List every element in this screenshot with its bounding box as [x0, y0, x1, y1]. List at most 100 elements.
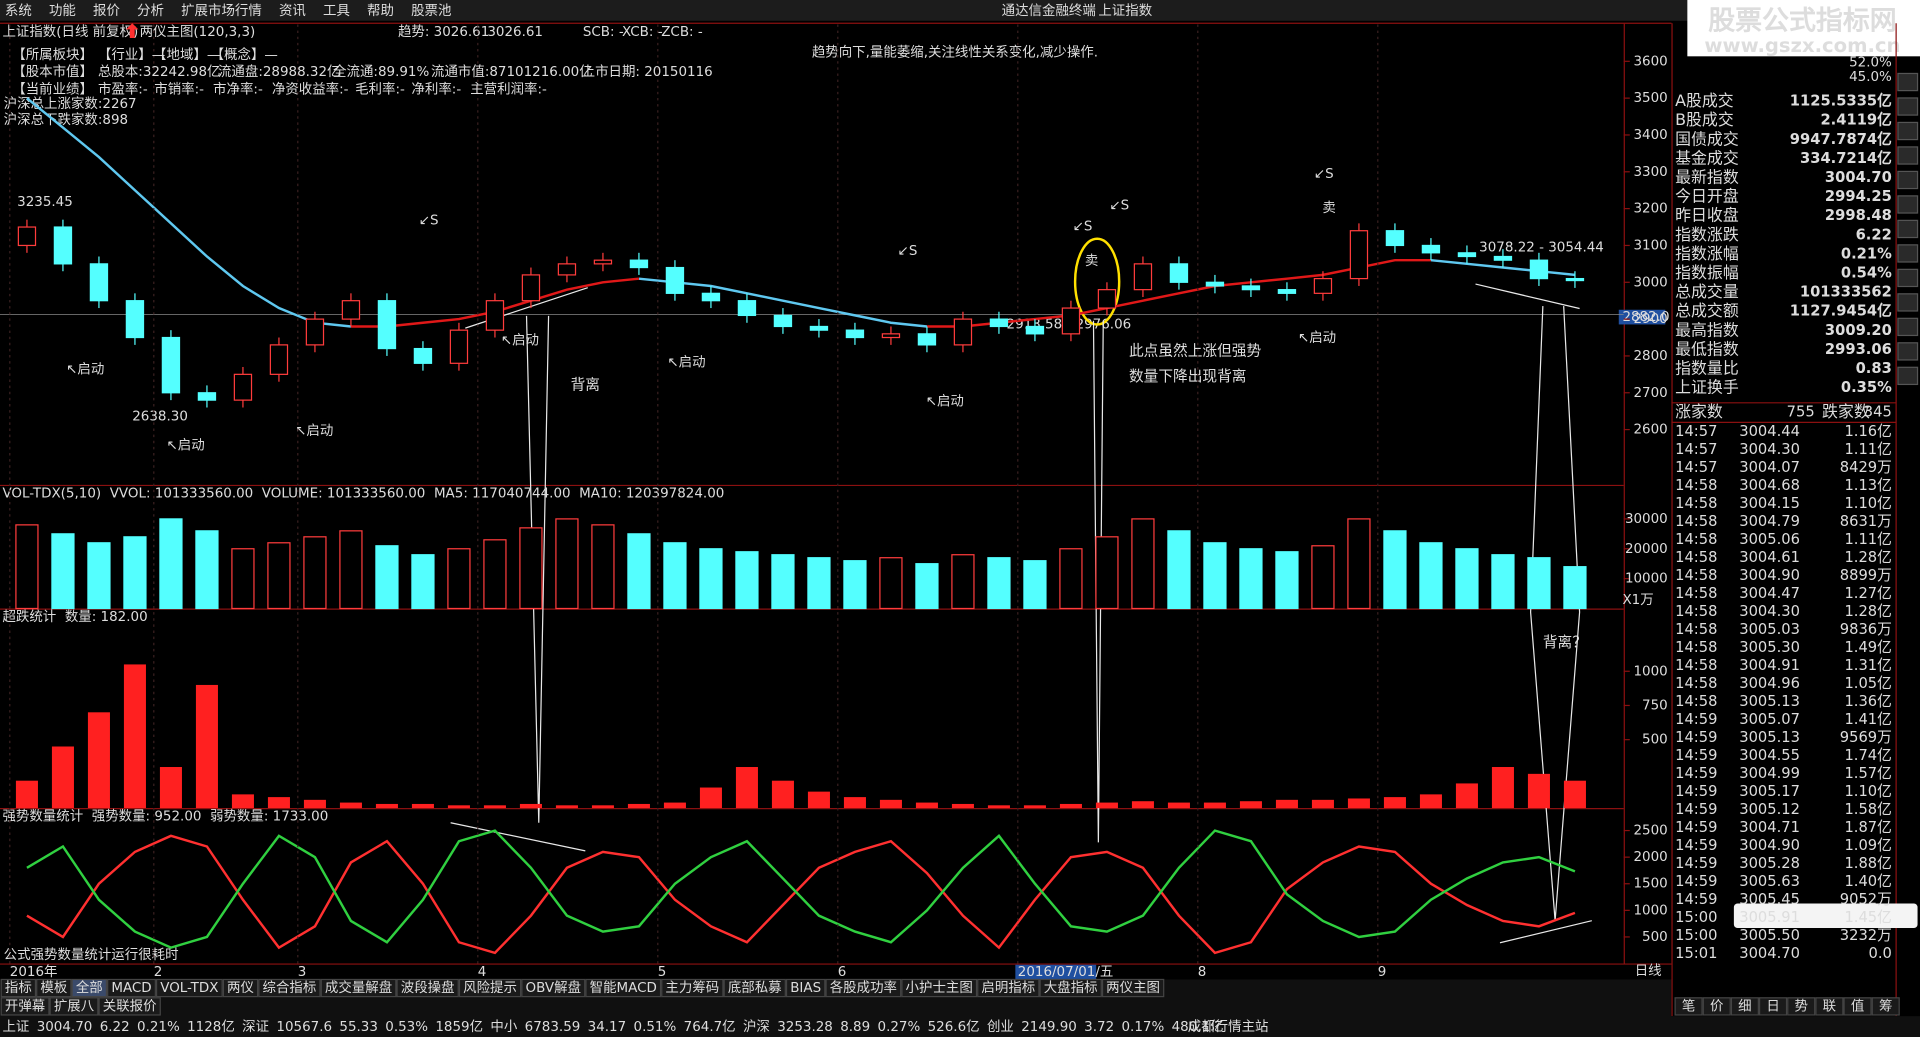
menu-item[interactable]: 系统: [5, 3, 32, 19]
tab[interactable]: 全部: [76, 979, 103, 996]
panel-tab-box[interactable]: [1674, 997, 1703, 1016]
tab[interactable]: 启明指标: [981, 980, 1035, 996]
status-item: 1859亿: [435, 1019, 483, 1035]
tab-box[interactable]: [36, 978, 72, 998]
tab-box[interactable]: [825, 978, 902, 998]
tab[interactable]: 指标: [5, 980, 32, 996]
tab-box[interactable]: [1039, 978, 1102, 998]
tab-box[interactable]: [49, 997, 99, 1016]
tab-box[interactable]: [521, 978, 586, 998]
tab[interactable]: BIAS: [790, 981, 821, 996]
security-title: 上证指数: [1098, 3, 1152, 19]
tab-box[interactable]: [107, 978, 156, 998]
volume-bar: [1311, 545, 1335, 610]
tab-box[interactable]: [155, 978, 223, 998]
menu-item[interactable]: 股票池: [411, 3, 451, 19]
menu-item[interactable]: 分析: [137, 3, 164, 19]
tick-volume: 1.49亿: [1844, 639, 1891, 656]
candle-body: [1025, 325, 1045, 335]
count-bar: [879, 799, 902, 809]
tick-price: 3004.07: [1739, 459, 1800, 476]
tab-box[interactable]: [458, 978, 522, 998]
tab[interactable]: 主力筹码: [665, 979, 719, 996]
menu-item[interactable]: 功能: [49, 3, 76, 19]
tab[interactable]: 综合指标: [263, 980, 317, 996]
menu-item[interactable]: 工具: [323, 4, 350, 19]
panel-tab-box[interactable]: [1702, 997, 1731, 1016]
tab[interactable]: OBV解盘: [526, 979, 582, 996]
menu-item[interactable]: 资讯: [279, 3, 306, 19]
tab[interactable]: 小护士主图: [906, 980, 973, 996]
panel-tab[interactable]: 势: [1794, 998, 1807, 1014]
tab[interactable]: 大盘指标: [1044, 979, 1098, 996]
candle-body: [341, 300, 361, 320]
panel-tab[interactable]: 联: [1823, 998, 1836, 1014]
panel-tab[interactable]: 笔: [1682, 998, 1695, 1014]
panel-tab[interactable]: 值: [1851, 998, 1864, 1014]
menu-item[interactable]: 报价: [93, 3, 120, 19]
info-text: 净利率:-: [411, 80, 461, 97]
panel-tab-box[interactable]: [1758, 997, 1788, 1016]
panel-tab-box[interactable]: [1843, 997, 1872, 1016]
candle-body: [17, 226, 37, 247]
tick-time: 14:59: [1675, 801, 1717, 818]
tab-box[interactable]: [585, 978, 662, 998]
tab[interactable]: 模板: [40, 980, 67, 996]
panel-tab-box[interactable]: [1815, 997, 1844, 1016]
status-bar: [0, 1016, 1920, 1037]
tab-box[interactable]: [258, 978, 321, 998]
quote-label: 总成交量: [1675, 282, 1739, 301]
annotation: ↖启动: [501, 332, 539, 348]
tab-box[interactable]: [0, 978, 37, 998]
tab[interactable]: 开弹幕: [5, 998, 46, 1014]
tab-box[interactable]: [1101, 978, 1165, 998]
tab[interactable]: 两仪: [227, 981, 254, 996]
status-item: 8.89: [840, 1020, 870, 1035]
tab[interactable]: 成交量解盘: [325, 979, 392, 996]
tab[interactable]: 关联报价: [103, 998, 157, 1014]
volume-bar: [1131, 518, 1155, 610]
tab-box[interactable]: [320, 978, 397, 998]
panel-tab[interactable]: 日: [1766, 999, 1779, 1014]
menu-item[interactable]: 帮助: [367, 3, 394, 19]
tab[interactable]: 扩展八: [54, 998, 95, 1014]
panel-tab[interactable]: 筹: [1879, 997, 1892, 1014]
panel-tab-box[interactable]: [1730, 997, 1759, 1016]
info-text: 【行业】—: [98, 47, 165, 63]
tab-box[interactable]: [977, 978, 1040, 998]
tab[interactable]: 波段操盘: [401, 979, 455, 996]
server: 成都行情主站: [1188, 1019, 1269, 1035]
tab-box[interactable]: [396, 978, 459, 998]
tab-box[interactable]: [222, 978, 259, 998]
tick-price: 3005.06: [1739, 531, 1800, 548]
tab[interactable]: 风险提示: [463, 980, 517, 996]
quote-value: 0.83: [1856, 360, 1892, 377]
volume-bar: [1239, 548, 1263, 610]
tab[interactable]: 智能MACD: [590, 980, 657, 996]
tick-time: 14:58: [1675, 513, 1717, 530]
tab-box[interactable]: [71, 978, 108, 998]
tab[interactable]: VOL-TDX: [160, 981, 218, 996]
tab[interactable]: 两仪主图: [1106, 980, 1160, 996]
tab-box[interactable]: [785, 978, 826, 998]
panel-tab-box[interactable]: [1871, 997, 1900, 1016]
tab[interactable]: MACD: [111, 981, 151, 996]
candle-body: [1169, 263, 1189, 283]
panel-tab[interactable]: 细: [1738, 998, 1751, 1014]
tab[interactable]: 底部私募: [728, 980, 782, 996]
panel-tab-box[interactable]: [1787, 997, 1816, 1016]
tab-box[interactable]: [661, 978, 724, 998]
count-bar: [699, 787, 722, 809]
tick-volume: 1.41亿: [1844, 711, 1891, 728]
tab-box[interactable]: [98, 997, 161, 1016]
tab[interactable]: 各股成功率: [830, 979, 897, 996]
menu-item[interactable]: 扩展市场行情: [181, 2, 262, 19]
tick-time: 14:57: [1675, 459, 1717, 476]
panel-tab[interactable]: 价: [1710, 999, 1724, 1014]
info-text: 主营利润率:-: [470, 80, 547, 97]
advice: 趋势向下,量能萎缩,关注线性关系变化,减少操作.: [812, 45, 1098, 61]
status-item: 1128亿: [187, 1019, 235, 1035]
tab-box[interactable]: [901, 978, 978, 998]
tab-box[interactable]: [0, 997, 50, 1016]
tab-box[interactable]: [723, 978, 786, 998]
